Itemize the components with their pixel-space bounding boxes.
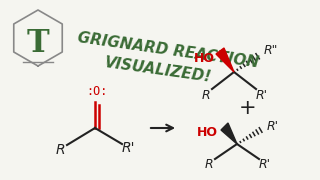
Text: R: R <box>55 143 65 157</box>
Text: +: + <box>239 98 257 118</box>
Text: T: T <box>27 28 49 58</box>
Text: R': R' <box>267 120 279 132</box>
Text: R: R <box>202 89 210 102</box>
Text: HO: HO <box>194 51 214 64</box>
Text: R': R' <box>121 141 135 155</box>
Text: R: R <box>205 159 213 172</box>
Polygon shape <box>221 123 237 144</box>
Text: R": R" <box>264 44 278 57</box>
Text: R': R' <box>259 159 271 172</box>
Text: VISUALIZED!: VISUALIZED! <box>103 55 213 85</box>
Text: GRIGNARD REACTION: GRIGNARD REACTION <box>76 30 260 70</box>
Text: :O:: :O: <box>86 85 108 98</box>
Text: R': R' <box>256 89 268 102</box>
Text: HO: HO <box>196 125 218 138</box>
Polygon shape <box>216 48 234 72</box>
